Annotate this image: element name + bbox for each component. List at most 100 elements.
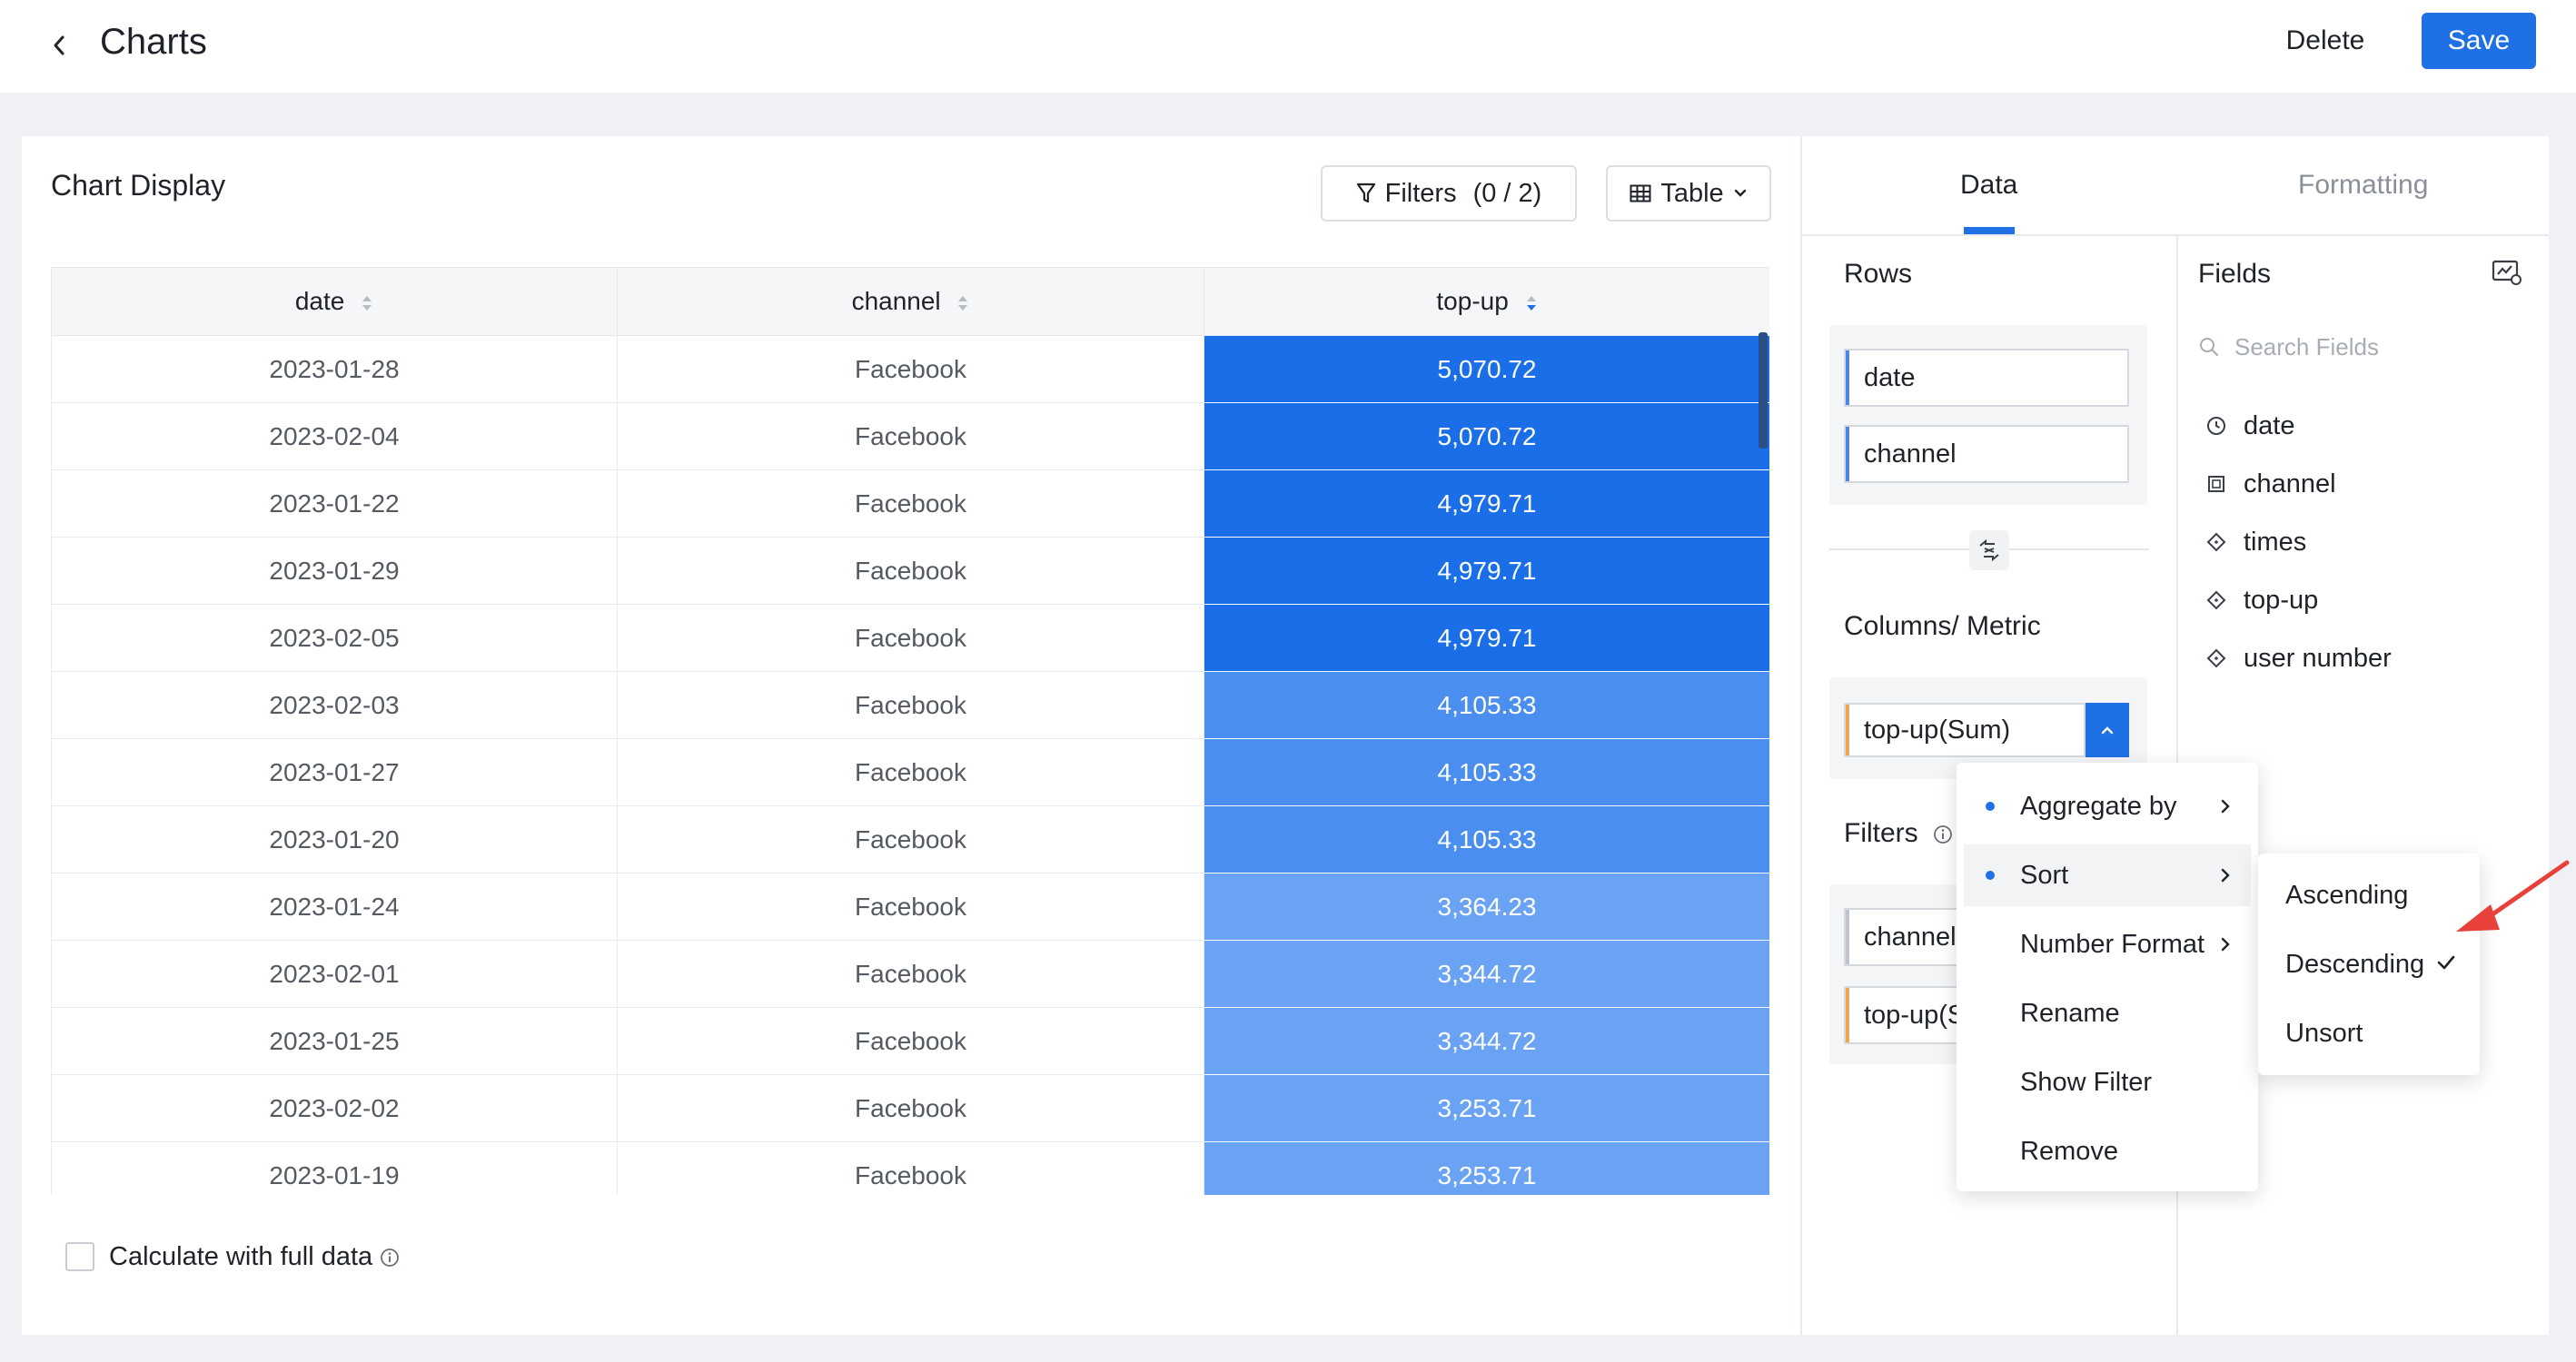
chevron-right-icon bbox=[2221, 799, 2230, 814]
field-options-toggle[interactable] bbox=[2086, 703, 2129, 757]
menu-item-remove[interactable]: Remove bbox=[2020, 1136, 2118, 1166]
filters-title: Filters bbox=[1844, 814, 1953, 854]
table-row: 2023-02-01 Facebook 3,344.72 bbox=[51, 940, 1769, 1008]
field-top-up[interactable]: top-up bbox=[2205, 579, 2318, 621]
field-date[interactable]: date bbox=[2205, 405, 2294, 447]
table-row: 2023-02-03 Facebook 4,105.33 bbox=[51, 671, 1769, 739]
tab-formatting[interactable]: Formatting bbox=[2298, 170, 2429, 200]
field-times[interactable]: times bbox=[2205, 521, 2306, 563]
cell-top-up: 4,105.33 bbox=[1204, 671, 1769, 739]
cell-channel: Facebook bbox=[617, 335, 1204, 403]
chevron-right-icon bbox=[2221, 868, 2230, 883]
sort-option-descending[interactable]: Descending bbox=[2258, 933, 2480, 995]
cell-top-up: 5,070.72 bbox=[1204, 402, 1769, 470]
diamond-icon bbox=[2206, 648, 2226, 668]
search-fields-input[interactable] bbox=[2234, 332, 2489, 361]
active-tab-indicator bbox=[1964, 227, 2015, 234]
menu-item-rename[interactable]: Rename bbox=[2020, 998, 2120, 1028]
sort-option-unsort[interactable]: Unsort bbox=[2285, 1018, 2363, 1048]
cell-channel: Facebook bbox=[617, 738, 1204, 806]
filters-label: Filters bbox=[1384, 178, 1457, 208]
cell-date: 2023-02-03 bbox=[51, 671, 618, 739]
save-button[interactable]: Save bbox=[2422, 13, 2536, 69]
column-header-top-up[interactable]: top-up bbox=[1204, 267, 1769, 336]
view-type-label: Table bbox=[1660, 178, 1724, 208]
chevron-down-icon bbox=[1734, 189, 1746, 197]
top-bar bbox=[0, 0, 2576, 93]
cell-channel: Facebook bbox=[617, 604, 1204, 672]
table-row: 2023-01-24 Facebook 3,364.23 bbox=[51, 873, 1769, 941]
info-icon[interactable] bbox=[380, 1248, 400, 1268]
chevron-right-icon bbox=[2221, 937, 2230, 952]
table-row: 2023-01-27 Facebook 4,105.33 bbox=[51, 738, 1769, 806]
column-header-channel[interactable]: channel bbox=[617, 267, 1204, 336]
diamond-icon bbox=[2206, 590, 2226, 610]
columns-field-top-up-sum[interactable]: top-up(Sum) bbox=[1844, 703, 2086, 757]
cell-channel: Facebook bbox=[617, 873, 1204, 941]
cell-channel: Facebook bbox=[617, 402, 1204, 470]
field-user-number[interactable]: user number bbox=[2205, 637, 2392, 679]
menu-item-show-filter[interactable]: Show Filter bbox=[2020, 1067, 2153, 1097]
cell-channel: Facebook bbox=[617, 537, 1204, 605]
cell-date: 2023-01-25 bbox=[51, 1007, 618, 1075]
info-icon[interactable] bbox=[1933, 824, 1953, 844]
view-type-dropdown[interactable]: Table bbox=[1606, 165, 1771, 222]
cell-date: 2023-01-19 bbox=[51, 1141, 618, 1195]
table-row: 2023-02-05 Facebook 4,979.71 bbox=[51, 604, 1769, 672]
back-chevron-icon[interactable] bbox=[44, 25, 74, 65]
table-row: 2023-01-19 Facebook 3,253.71 bbox=[51, 1141, 1769, 1195]
tab-data[interactable]: Data bbox=[1960, 170, 2018, 200]
sort-option-ascending[interactable]: Ascending bbox=[2285, 880, 2409, 910]
cell-top-up: 3,344.72 bbox=[1204, 1007, 1769, 1075]
field-channel[interactable]: channel bbox=[2205, 463, 2336, 505]
calculate-full-data-label: Calculate with full data bbox=[109, 1239, 400, 1275]
checkmark-icon bbox=[2437, 955, 2455, 970]
table-row: 2023-01-28 Facebook 5,070.72 bbox=[51, 335, 1769, 403]
sort-icon bbox=[362, 295, 372, 311]
sort-descending-icon bbox=[1526, 295, 1536, 311]
data-table: date channel top-up 2023-01-28 Facebook 5,… bbox=[51, 267, 1769, 1195]
cell-date: 2023-01-29 bbox=[51, 537, 618, 605]
tab-divider bbox=[1802, 234, 2549, 236]
search-fields[interactable] bbox=[2198, 327, 2507, 367]
column-header-date[interactable]: date bbox=[51, 267, 618, 336]
delete-button[interactable]: Delete bbox=[2285, 25, 2365, 55]
cell-date: 2023-01-22 bbox=[51, 469, 618, 538]
chart-settings-icon[interactable] bbox=[2491, 256, 2523, 289]
menu-item-aggregate-by[interactable]: Aggregate by bbox=[1957, 775, 2258, 837]
funnel-icon bbox=[1356, 183, 1375, 203]
swap-axes-icon[interactable] bbox=[1969, 530, 2009, 570]
calculate-full-data-checkbox[interactable] bbox=[65, 1242, 94, 1271]
cell-top-up: 4,105.33 bbox=[1204, 738, 1769, 806]
cell-date: 2023-02-05 bbox=[51, 604, 618, 672]
cell-top-up: 5,070.72 bbox=[1204, 335, 1769, 403]
cell-channel: Facebook bbox=[617, 1074, 1204, 1142]
chevron-up-icon bbox=[2101, 726, 2114, 735]
sort-submenu bbox=[2258, 854, 2480, 1075]
table-row: 2023-01-29 Facebook 4,979.71 bbox=[51, 537, 1769, 605]
rows-field-date[interactable]: date bbox=[1844, 349, 2129, 407]
bullet-icon bbox=[1986, 871, 1995, 880]
table-grid-icon bbox=[1630, 184, 1651, 202]
clock-icon bbox=[2207, 417, 2225, 435]
cell-date: 2023-02-02 bbox=[51, 1074, 618, 1142]
cell-date: 2023-01-27 bbox=[51, 738, 618, 806]
annotation-arrow-icon bbox=[2456, 860, 2570, 932]
rows-field-channel[interactable]: channel bbox=[1844, 425, 2129, 483]
cell-top-up: 4,979.71 bbox=[1204, 469, 1769, 538]
menu-item-sort[interactable]: Sort bbox=[1964, 844, 2251, 906]
cell-channel: Facebook bbox=[617, 1141, 1204, 1195]
page-title: Charts bbox=[100, 22, 207, 62]
table-scrollbar-thumb[interactable] bbox=[1759, 332, 1768, 449]
table-row: 2023-01-22 Facebook 4,979.71 bbox=[51, 469, 1769, 538]
menu-item-number-format[interactable]: Number Format bbox=[1957, 913, 2258, 975]
cell-channel: Facebook bbox=[617, 805, 1204, 873]
table-row: 2023-02-02 Facebook 3,253.71 bbox=[51, 1074, 1769, 1142]
sort-icon bbox=[958, 295, 968, 311]
diamond-icon bbox=[2206, 532, 2226, 552]
chart-display-title: Chart Display bbox=[51, 169, 226, 202]
filters-button[interactable]: Filters (0 / 2) bbox=[1321, 165, 1577, 222]
cell-top-up: 3,344.72 bbox=[1204, 940, 1769, 1008]
rows-title: Rows bbox=[1844, 259, 1913, 289]
cell-top-up: 4,979.71 bbox=[1204, 537, 1769, 605]
